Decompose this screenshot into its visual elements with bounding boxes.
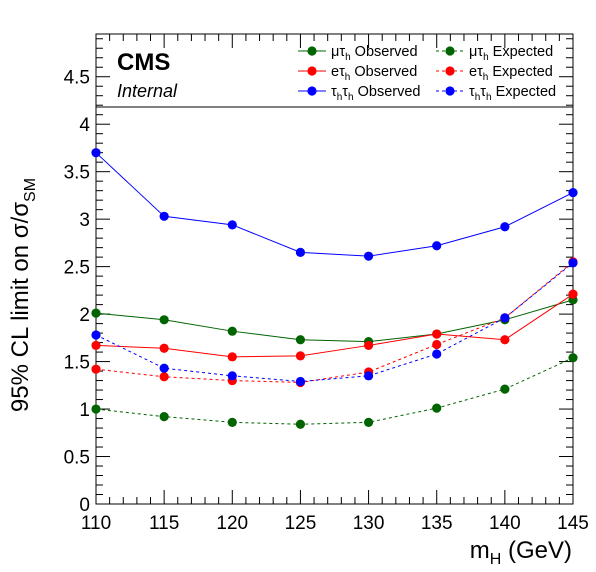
y-tick-label: 3: [79, 210, 90, 231]
expected-limit-line: [95, 262, 574, 383]
observed-limit-point: [363, 251, 374, 261]
expected-limit-point: [295, 419, 306, 429]
expected-limit-point: [568, 258, 578, 268]
observed-limit-point: [500, 222, 510, 232]
observed-limit-point: [159, 315, 169, 325]
expected-limit-line: [95, 261, 574, 383]
x-tick-label: 125: [285, 513, 317, 534]
observed-limit-point: [500, 335, 510, 345]
expected-limit-line: [95, 357, 574, 425]
y-tick-label: 1: [79, 400, 90, 421]
expected-limit-point: [227, 417, 237, 427]
observed-limit-line: [95, 293, 574, 358]
x-axis-title-sub: H: [490, 551, 502, 568]
x-tick-label: 115: [149, 513, 179, 534]
legend-entry-label: eτh Observed: [331, 64, 417, 83]
internal-label: Internal: [117, 81, 178, 101]
legend-entry-label: μτh Expected: [469, 44, 553, 63]
expected-limit-point: [432, 349, 442, 359]
observed-limit-line: [95, 152, 574, 257]
y-tick-label: 0: [79, 495, 90, 516]
expected-limit-point: [500, 384, 510, 394]
expected-limit-point: [363, 417, 374, 427]
expected-limit-point: [500, 313, 510, 323]
observed-limit-point: [227, 326, 237, 336]
y-axis-title: 95% CL limit on σ/σSM: [7, 178, 39, 412]
y-axis-title-sub: SM: [22, 178, 39, 202]
observed-limit-point: [227, 352, 237, 362]
observed-limit-point: [91, 148, 101, 158]
legend-entry-label: τhτh Observed: [331, 84, 421, 103]
y-tick-label: 3.5: [64, 163, 90, 184]
plot-frame: [95, 33, 574, 505]
y-tick-label: 0.5: [64, 448, 90, 469]
y-tick-label: 4.5: [64, 68, 90, 89]
expected-limit-point: [363, 371, 374, 381]
y-tick-label: 1.5: [64, 353, 90, 374]
observed-limit-point: [159, 211, 169, 221]
series-layer: [91, 148, 578, 429]
axis-ticks: [95, 34, 574, 505]
observed-limit-point: [363, 340, 374, 351]
y-tick-label: 4: [79, 115, 90, 136]
observed-limit-point: [91, 340, 101, 351]
legend-marker: [307, 86, 317, 96]
legend-marker: [445, 66, 455, 76]
x-tick-label: 140: [489, 513, 521, 534]
observed-limit-point: [295, 351, 306, 361]
x-axis-title: mH (GeV): [470, 537, 572, 568]
legend-marker: [307, 66, 317, 76]
expected-limit-point: [227, 371, 237, 381]
legend-entry-label: τhτh Expected: [469, 84, 556, 103]
expected-limit-point: [295, 376, 306, 387]
expected-limit-point: [432, 339, 442, 350]
observed-limit-point: [295, 247, 306, 257]
observed-limit-point: [568, 289, 578, 299]
observed-limit-point: [568, 187, 578, 198]
y-tick-label: 2.5: [64, 258, 90, 279]
legend-entry-label: eτh Expected: [469, 64, 553, 83]
x-tick-label: 135: [421, 513, 453, 534]
x-tick-label: 110: [81, 513, 111, 534]
observed-limit-point: [432, 329, 442, 339]
x-tick-labels: 110 115 120 125 130 135 140 145: [81, 513, 589, 534]
expected-limit-point: [432, 403, 442, 413]
legend-entry-label: μτh Observed: [331, 44, 418, 63]
x-tick-label: 130: [353, 513, 385, 534]
legend-marker: [445, 86, 455, 96]
cms-label: CMS: [117, 49, 170, 76]
x-tick-label: 145: [557, 513, 589, 534]
expected-limit-point: [91, 364, 101, 374]
legend-marker: [307, 46, 317, 56]
y-tick-label: 2: [79, 305, 90, 326]
observed-limit-point: [295, 335, 306, 345]
expected-limit-point: [91, 404, 101, 414]
observed-limit-point: [432, 241, 442, 251]
expected-limit-point: [159, 363, 169, 373]
x-axis-title-main: m: [470, 537, 490, 564]
expected-limit-point: [568, 353, 578, 363]
observed-limit-point: [159, 343, 169, 353]
x-tick-label: 120: [216, 513, 248, 534]
observed-limit-point: [91, 308, 101, 318]
y-tick-labels: 0 0.5 1 1.5 2 2.5 3 3.5 4 4.5: [64, 68, 91, 516]
x-axis-title-unit: (GeV): [501, 537, 572, 564]
y-axis-title-main: 95% CL limit on σ/σ: [7, 202, 34, 412]
expected-limit-point: [159, 372, 169, 382]
expected-limit-point: [91, 330, 101, 340]
legend-marker: [445, 46, 455, 56]
observed-limit-point: [227, 220, 237, 230]
expected-limit-point: [159, 412, 169, 422]
